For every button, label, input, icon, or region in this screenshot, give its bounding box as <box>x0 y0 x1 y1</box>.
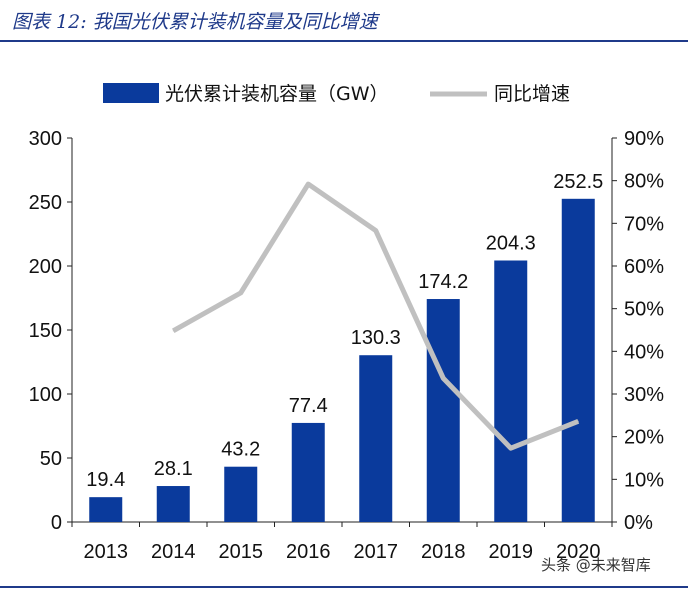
bar-data-label: 252.5 <box>553 171 603 193</box>
growth-rate-point <box>307 183 309 185</box>
x-tick-label: 2016 <box>286 541 331 563</box>
bar-data-label: 130.3 <box>351 327 401 349</box>
x-tick-label: 2019 <box>489 541 534 563</box>
growth-rate-point <box>442 377 444 379</box>
bar <box>494 260 528 522</box>
x-tick-label: 2018 <box>421 541 466 563</box>
chart-legend: 光伏累计装机容量（GW） 同比增速 <box>103 83 570 105</box>
growth-rate-point <box>375 230 377 232</box>
y-left-tick-label: 250 <box>29 192 62 214</box>
y-right-tick-label: 40% <box>624 341 664 363</box>
y-right-tick-label: 30% <box>624 384 664 406</box>
bar-series <box>89 198 595 523</box>
watermark: 头条 @未来智库 <box>541 556 651 574</box>
x-tick-label: 2014 <box>151 541 196 563</box>
bar <box>156 486 190 522</box>
legend-line-label: 同比增速 <box>494 83 570 105</box>
legend-bar-swatch <box>103 83 159 103</box>
figure-header: 图表 12: 我国光伏累计装机容量及同比增速 <box>0 0 688 44</box>
legend-bar-label: 光伏累计装机容量（GW） <box>165 83 389 105</box>
y-right-tick-label: 90% <box>624 128 664 150</box>
bar-data-label: 77.4 <box>289 395 328 417</box>
y-right-tick-label: 20% <box>624 427 664 449</box>
y-left-tick-label: 0 <box>51 512 62 534</box>
y-right-tick-label: 10% <box>624 469 664 491</box>
line-series <box>172 181 580 451</box>
data-labels: 19.4 28.1 43.2 77.4 130.3 174.2 204.3 252.5 <box>86 171 603 491</box>
y-left-tick-label: 150 <box>29 320 62 342</box>
y-right-tick-label: 0% <box>624 512 653 534</box>
bar-data-label: 28.1 <box>154 458 193 480</box>
bar-data-label: 19.4 <box>86 469 125 491</box>
footer-divider <box>0 586 688 588</box>
y-left-tick-label: 50 <box>40 448 62 470</box>
y-left-tick-label: 100 <box>29 384 62 406</box>
y-left-tick-label: 200 <box>29 256 62 278</box>
bar <box>224 466 258 522</box>
x-tick-label: 2020 <box>556 541 601 563</box>
bar <box>89 497 123 522</box>
bar-data-label: 204.3 <box>486 232 536 254</box>
growth-rate-point <box>577 420 579 422</box>
y-right-tick-label: 60% <box>624 256 664 278</box>
bar <box>291 422 325 522</box>
x-tick-label: 2017 <box>354 541 399 563</box>
title-divider <box>0 40 688 42</box>
bar-data-label: 174.2 <box>418 271 468 293</box>
y-right-tick-label: 80% <box>624 171 664 193</box>
bar <box>359 355 393 522</box>
growth-rate-point <box>240 292 242 294</box>
bar <box>426 299 460 522</box>
y-right-tick-label: 70% <box>624 213 664 235</box>
bar <box>561 198 595 523</box>
y-left-tick-label: 300 <box>29 128 62 150</box>
bar-data-label: 43.2 <box>221 439 260 461</box>
figure-title: 图表 12: 我国光伏累计装机容量及同比增速 <box>12 11 378 33</box>
growth-rate-point <box>172 330 174 332</box>
x-tick-label: 2015 <box>219 541 264 563</box>
x-tick-label: 2013 <box>84 541 129 563</box>
growth-rate-point <box>510 447 512 449</box>
y-right-tick-label: 50% <box>624 299 664 321</box>
